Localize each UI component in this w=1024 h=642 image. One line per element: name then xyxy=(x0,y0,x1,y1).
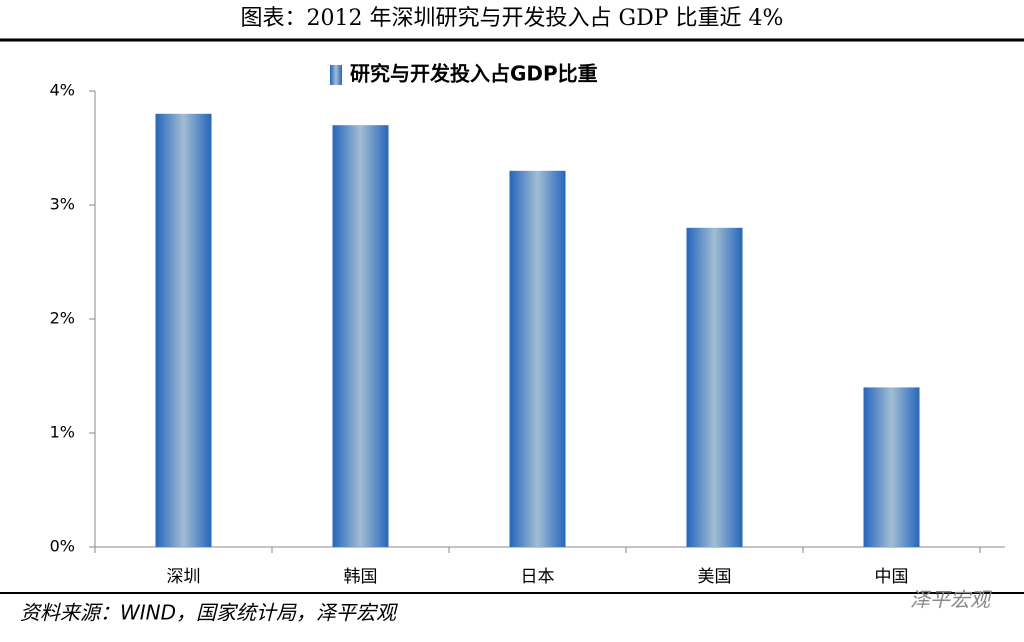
x-tick-label: 日本 xyxy=(521,567,555,587)
x-tick-label: 韩国 xyxy=(344,567,378,587)
bar xyxy=(863,387,920,547)
y-tick-label: 2% xyxy=(50,309,75,328)
x-tick-label: 中国 xyxy=(875,567,909,587)
bar xyxy=(686,227,743,548)
chart-title: 图表：2012 年深圳研究与开发投入占 GDP 比重近 4% xyxy=(241,6,784,31)
y-tick-label: 4% xyxy=(50,81,75,100)
bar xyxy=(509,170,566,548)
legend-label: 研究与开发投入占GDP比重 xyxy=(350,62,598,86)
x-tick-label: 深圳 xyxy=(167,567,201,587)
source: 资料来源：WIND，国家统计局，泽平宏观 xyxy=(20,601,398,625)
bar xyxy=(155,113,212,548)
y-tick-label: 0% xyxy=(50,537,75,556)
y-tick-label: 3% xyxy=(50,195,75,214)
x-tick-label: 美国 xyxy=(698,567,732,587)
watermark: 泽平宏观 xyxy=(910,588,992,612)
legend-swatch xyxy=(330,65,342,85)
y-tick-label: 1% xyxy=(50,423,75,442)
bar xyxy=(332,125,389,547)
